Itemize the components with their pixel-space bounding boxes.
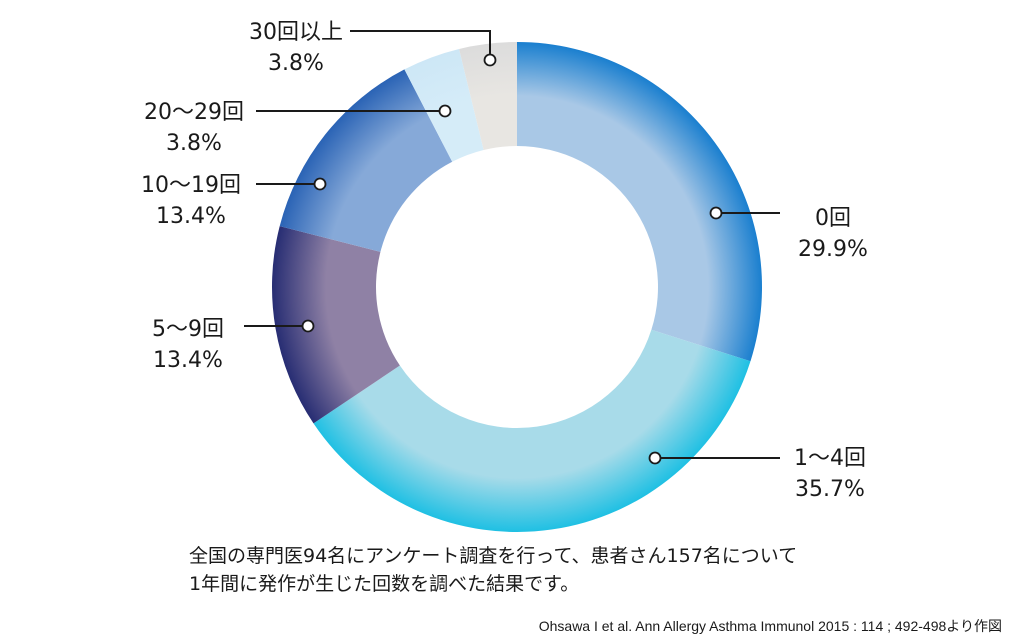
callout-dot-30-plus-times bbox=[483, 53, 497, 67]
slice-1-4-times bbox=[313, 329, 751, 532]
label-1-4-times: 1〜4回 35.7% bbox=[780, 443, 880, 505]
label-20-29-times-name: 20〜29回 bbox=[144, 100, 244, 125]
label-10-19-times-value: 13.4% bbox=[156, 204, 226, 229]
callout-dot-20-29-times bbox=[438, 104, 452, 118]
slice-5-9-times bbox=[272, 226, 400, 424]
label-10-19-times-name: 10〜19回 bbox=[141, 173, 241, 198]
label-20-29-times-value: 3.8% bbox=[166, 131, 222, 156]
label-1-4-times-value: 35.7% bbox=[795, 477, 865, 502]
label-0-times: 0回 29.9% bbox=[790, 203, 876, 265]
caption-line-2: 1年間に発作が生じた回数を調べた結果です。 bbox=[189, 573, 580, 595]
label-1-4-times-name: 1〜4回 bbox=[794, 446, 866, 471]
caption-line-1: 全国の専門医94名にアンケート調査を行って、患者さん157名について bbox=[189, 545, 798, 567]
label-30-plus-times-value: 3.8% bbox=[268, 51, 324, 76]
label-0-times-name: 0回 bbox=[815, 206, 851, 231]
label-30-plus-times-name: 30回以上 bbox=[249, 20, 343, 45]
callout-dot-1-4-times bbox=[648, 451, 662, 465]
label-10-19-times: 10〜19回 13.4% bbox=[136, 170, 246, 232]
callout-dot-5-9-times bbox=[301, 319, 315, 333]
label-0-times-value: 29.9% bbox=[798, 237, 868, 262]
slice-10-19-times bbox=[279, 69, 453, 252]
label-20-29-times: 20〜29回 3.8% bbox=[136, 97, 252, 159]
slice-0-times bbox=[517, 42, 762, 362]
label-5-9-times-value: 13.4% bbox=[153, 348, 223, 373]
label-5-9-times-name: 5〜9回 bbox=[152, 317, 224, 342]
callout-dot-0-times bbox=[709, 206, 723, 220]
callout-dot-10-19-times bbox=[313, 177, 327, 191]
callout-line-30-plus-times bbox=[350, 30, 491, 60]
slice-30-plus-times bbox=[459, 42, 517, 150]
source-citation: Ohsawa I et al. Ann Allergy Asthma Immun… bbox=[538, 618, 1002, 634]
label-5-9-times: 5〜9回 13.4% bbox=[138, 314, 238, 376]
chart-caption: 全国の専門医94名にアンケート調査を行って、患者さん157名について 1年間に発… bbox=[189, 542, 797, 598]
label-30-plus-times: 30回以上 3.8% bbox=[238, 17, 354, 79]
